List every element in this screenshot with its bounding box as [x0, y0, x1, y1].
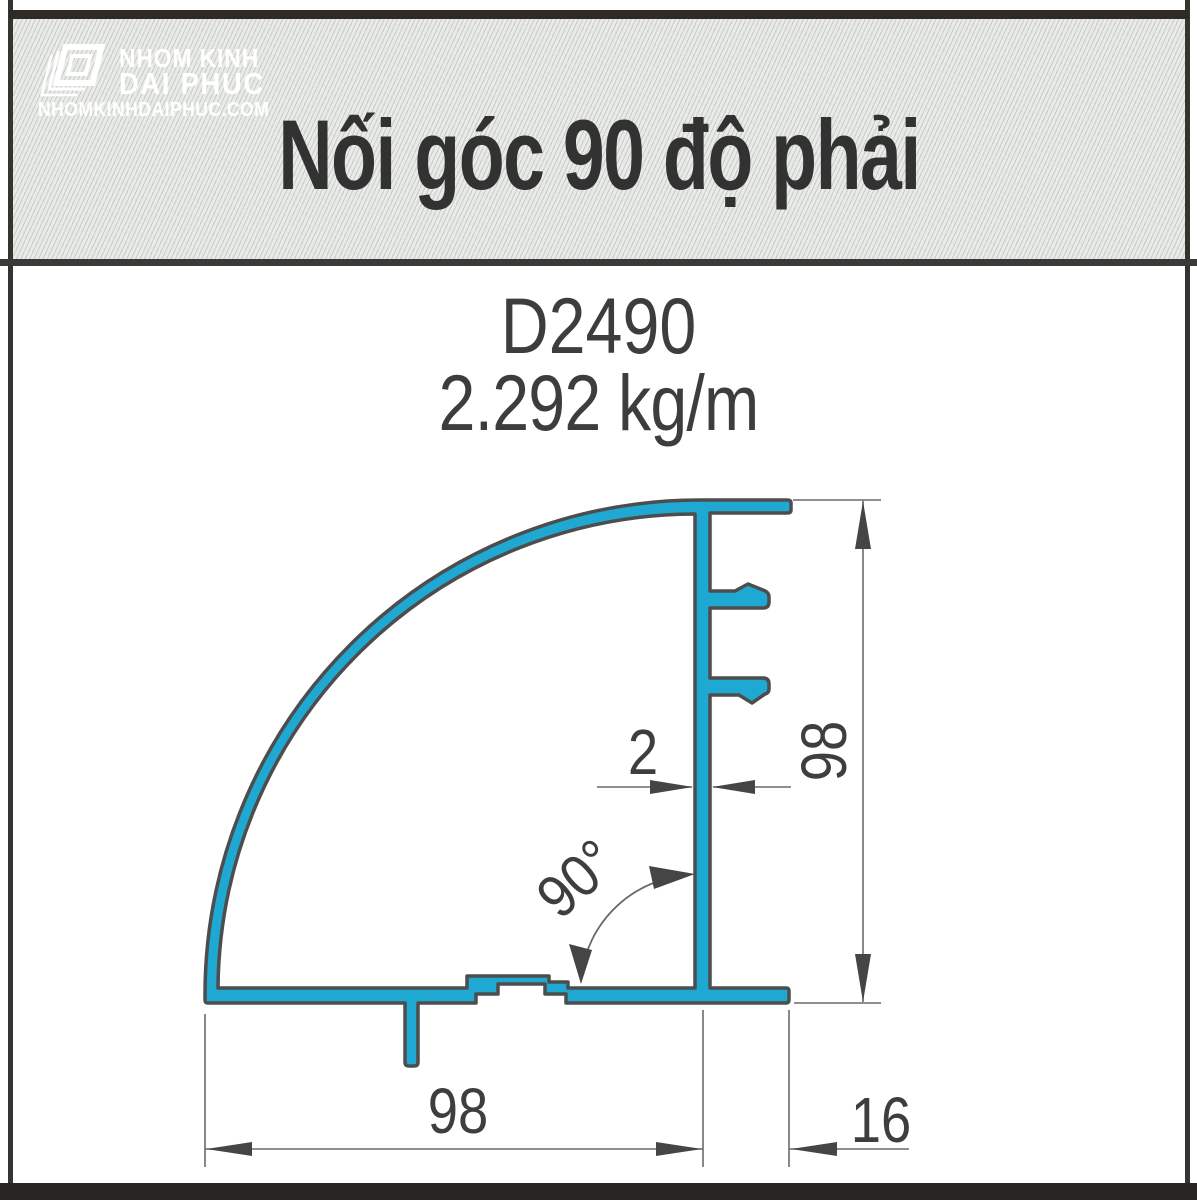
label-height: 98	[788, 720, 860, 782]
logo-website: NHOMKINHDAIPHUC.COM	[38, 99, 270, 121]
bottom-bar	[0, 1183, 1197, 1200]
page-title: Nối góc 90 độ phải	[278, 99, 921, 210]
nested-frames-icon	[39, 44, 106, 97]
label-flange: 16	[850, 1084, 912, 1156]
label-stem-thickness: 2	[627, 716, 659, 788]
label-width: 98	[427, 1075, 489, 1147]
product-code: D2490	[500, 281, 697, 370]
profile-cross-section	[203, 498, 793, 1068]
header-band: NHOM KINH DAI PHUC NHOMKINHDAIPHUC.COM N…	[13, 19, 1185, 259]
arrow-height-up	[855, 501, 871, 549]
arrow-angle-top	[649, 866, 695, 889]
header-divider	[0, 259, 1197, 266]
logo-name-line2: DAI PHUC	[119, 66, 265, 101]
arrow-angle-bottom	[569, 944, 592, 984]
arrow-thickness-right	[712, 780, 755, 794]
top-bar	[9, 10, 1189, 19]
arrow-width-left	[206, 1142, 252, 1156]
arrow-height-down	[855, 954, 871, 1002]
logo-name-line1: NHOM KINH	[119, 43, 260, 73]
page-border-left	[8, 0, 13, 1200]
dimension-lines	[204, 499, 909, 1167]
arrow-thickness-left	[650, 780, 693, 794]
arrow-flange	[791, 1142, 837, 1156]
product-weight: 2.292 kg/m	[438, 358, 760, 447]
dimension-arrows	[206, 501, 871, 1156]
page-border-right	[1185, 0, 1190, 1200]
arrow-width-right	[656, 1142, 702, 1156]
